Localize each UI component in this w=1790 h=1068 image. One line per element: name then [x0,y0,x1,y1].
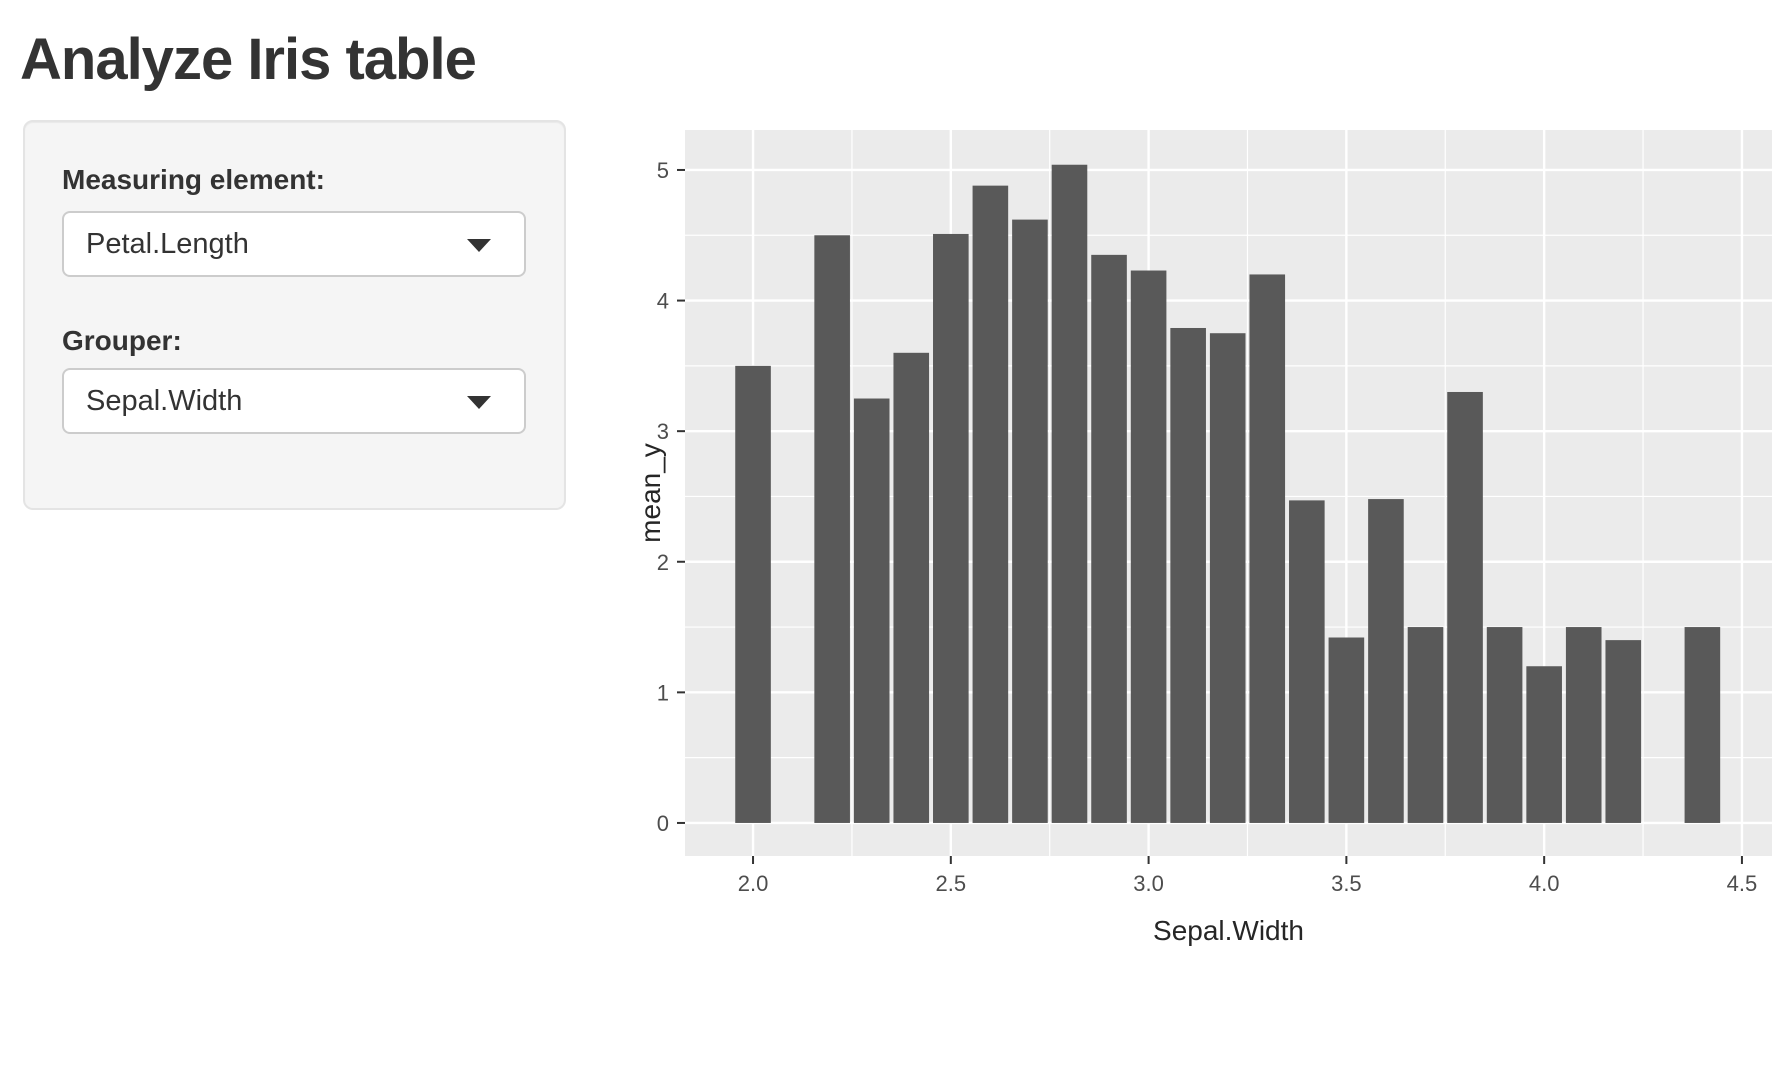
bar [1526,666,1562,823]
bar [1565,627,1602,823]
bar [1328,637,1365,823]
bar [893,352,930,823]
x-tick-label: 4.0 [1529,871,1560,896]
y-tick-label: 3 [657,419,669,444]
x-axis-title: Sepal.Width [1153,915,1304,946]
x-tick-label: 3.0 [1133,871,1164,896]
x-tick-label: 2.0 [738,871,769,896]
measuring-element-label: Measuring element: [62,164,325,195]
x-tick-label: 2.5 [936,871,967,896]
y-axis-title: mean_y [635,443,666,543]
bar [1486,627,1523,823]
y-tick-label: 5 [657,158,669,183]
y-tick-label: 0 [657,811,669,836]
bar [814,235,850,823]
bar-chart-svg: 2.0 2.5 3.0 3.5 4.0 4.5 0 1 2 3 4 5 Sepal.Width mean_… [635,130,1772,946]
grouper-select[interactable]: Sepal.Width [62,368,526,434]
bar [1091,254,1127,823]
grouper-label: Grouper: [62,325,182,356]
caret-down-icon [467,239,491,252]
app-title: Analyze Iris table [20,27,477,92]
bar [1209,333,1246,823]
grouper-value: Sepal.Width [86,385,243,417]
caret-down-icon [467,396,491,409]
bar [1447,391,1483,823]
bar [1605,640,1642,823]
measuring-element-select[interactable]: Petal.Length [62,211,526,277]
bar-chart: 2.0 2.5 3.0 3.5 4.0 4.5 0 1 2 3 4 5 Sepal.Width mean_… [530,90,1790,950]
bar [1170,327,1206,823]
bar [933,233,969,823]
sidebar-panel: Measuring element: Petal.Length Grouper:… [23,120,566,510]
bar [1289,500,1325,823]
x-tick-label: 4.5 [1727,871,1758,896]
y-tick-label: 4 [657,289,669,314]
bar [1012,219,1048,823]
bar [972,185,1009,823]
bar [1684,627,1721,823]
bar [1130,270,1167,823]
bar [1407,627,1444,823]
y-tick-label: 2 [657,550,669,575]
measuring-element-value: Petal.Length [86,228,249,260]
bar [1249,274,1286,823]
y-tick-label: 1 [657,680,669,705]
bar [1368,499,1404,823]
x-tick-label: 3.5 [1331,871,1362,896]
bar [853,398,890,823]
bar [735,365,771,823]
bar [1051,164,1088,823]
